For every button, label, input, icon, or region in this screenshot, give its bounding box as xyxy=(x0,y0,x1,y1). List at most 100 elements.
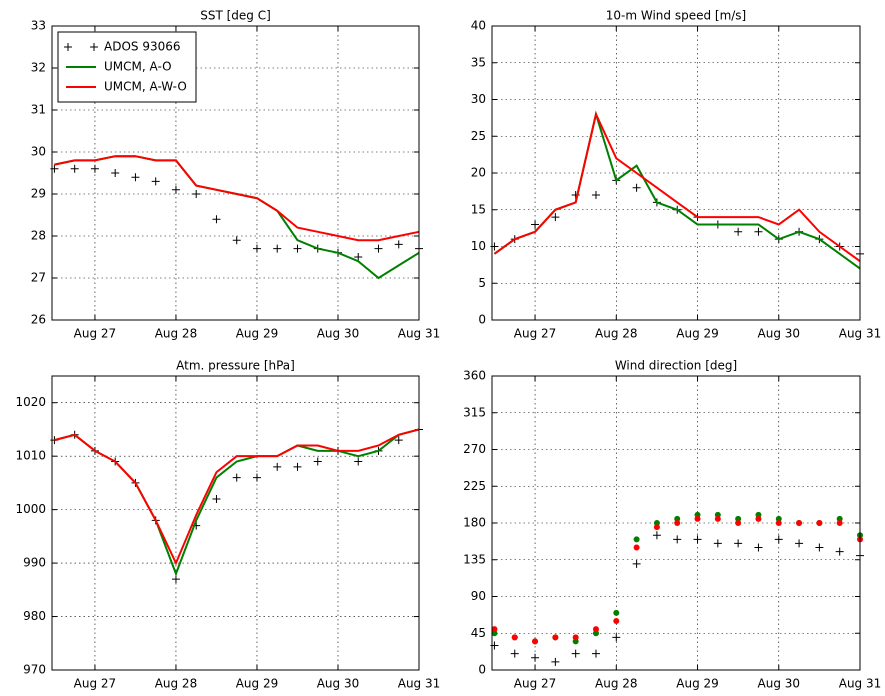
y-tick-label: 29 xyxy=(31,187,46,201)
y-tick-label: 970 xyxy=(23,663,46,677)
dot-marker xyxy=(714,515,721,522)
y-tick-label: 45 xyxy=(471,626,486,640)
dot-marker xyxy=(775,520,782,526)
plus-marker xyxy=(90,164,99,173)
y-tick-label: 1000 xyxy=(15,502,46,516)
x-tick-label: Aug 30 xyxy=(317,677,360,691)
dot-marker xyxy=(735,520,742,526)
plus-marker xyxy=(212,215,221,224)
plot-frame xyxy=(51,375,420,671)
y-tick-label: 360 xyxy=(463,369,486,383)
subplot-title: Wind direction [deg] xyxy=(615,359,737,373)
x-tick-label: Aug 29 xyxy=(236,677,279,691)
series-line xyxy=(54,428,420,566)
dot-marker xyxy=(694,515,701,522)
x-tick-label: Aug 29 xyxy=(676,327,719,341)
x-tick-label: Aug 30 xyxy=(758,677,801,691)
plus-marker xyxy=(591,191,600,200)
x-tick-label: Aug 31 xyxy=(839,677,882,691)
plus-marker xyxy=(693,535,702,544)
dot-marker xyxy=(572,634,579,641)
dot-marker xyxy=(836,520,843,526)
y-tick-label: 26 xyxy=(31,313,46,327)
plus-marker xyxy=(70,164,79,173)
plus-marker xyxy=(273,462,282,471)
legend-label: UMCM, A-W-O xyxy=(104,80,187,94)
dot-marker xyxy=(613,618,620,624)
plus-marker xyxy=(754,227,763,236)
plus-marker xyxy=(551,213,560,222)
y-tick-label: 90 xyxy=(471,589,486,603)
series-line xyxy=(54,155,420,242)
plus-marker xyxy=(510,649,519,658)
y-tick-label: 315 xyxy=(463,405,486,419)
y-tick-label: 25 xyxy=(471,129,486,143)
dot-marker xyxy=(552,634,559,641)
subplot: Atm. pressure [hPa] 970 980 990 1000 1010 1020… xyxy=(15,359,440,691)
plus-marker xyxy=(774,535,783,544)
plot-frame xyxy=(51,25,420,321)
plus-marker xyxy=(734,539,743,548)
dot-marker xyxy=(755,515,762,522)
plus-marker xyxy=(652,531,661,540)
plus-marker xyxy=(354,253,363,261)
y-tick-label: 10 xyxy=(471,239,486,253)
y-tick-label: 990 xyxy=(23,556,46,570)
y-tick-label: 5 xyxy=(478,276,486,290)
legend-label: ADOS 93066 xyxy=(104,40,181,54)
plus-marker xyxy=(111,169,120,177)
legend-swatch xyxy=(64,43,98,51)
y-tick-label: 0 xyxy=(478,313,486,327)
dot-marker xyxy=(633,544,640,551)
plus-marker xyxy=(151,177,160,186)
y-tick-label: 15 xyxy=(471,202,486,216)
plus-marker xyxy=(571,649,580,658)
y-tick-label: 270 xyxy=(463,442,486,456)
plus-marker xyxy=(394,240,403,249)
x-tick-label: Aug 27 xyxy=(74,677,117,691)
plus-marker xyxy=(374,244,383,253)
x-tick-label: Aug 29 xyxy=(676,677,719,691)
x-tick-label: Aug 30 xyxy=(317,327,360,341)
plus-marker xyxy=(232,236,241,245)
plus-marker xyxy=(531,653,540,662)
y-tick-label: 35 xyxy=(471,55,486,69)
y-tick-label: 0 xyxy=(478,663,486,677)
plus-marker xyxy=(131,173,140,182)
y-tick-label: 32 xyxy=(31,61,46,75)
legend-label: UMCM, A-O xyxy=(104,60,172,74)
legend: ADOS 93066 UMCM, A-O UMCM, A-W-O xyxy=(57,31,197,103)
x-tick-label: Aug 28 xyxy=(595,327,638,341)
plot-frame xyxy=(491,25,861,321)
y-tick-label: 1010 xyxy=(15,449,46,463)
plus-marker xyxy=(754,543,763,552)
plus-marker xyxy=(394,436,403,445)
dot-marker xyxy=(633,536,640,543)
dot-marker xyxy=(613,609,620,616)
x-tick-label: Aug 31 xyxy=(839,327,882,341)
plus-marker xyxy=(212,494,221,503)
plot-area xyxy=(52,376,419,670)
plus-marker xyxy=(734,227,743,236)
plus-marker xyxy=(531,220,540,229)
plus-marker xyxy=(313,457,322,466)
y-tick-label: 225 xyxy=(463,479,486,493)
plus-marker xyxy=(551,657,560,666)
dot-marker xyxy=(491,626,498,633)
plot-frame xyxy=(491,375,861,671)
plus-marker xyxy=(713,539,722,548)
x-tick-label: Aug 27 xyxy=(74,327,117,341)
plus-marker xyxy=(232,473,241,482)
plus-marker xyxy=(293,462,302,471)
plus-marker xyxy=(673,535,682,544)
y-tick-label: 20 xyxy=(471,166,486,180)
plus-marker xyxy=(795,539,804,548)
plus-marker xyxy=(632,183,641,192)
dot-marker xyxy=(653,524,660,531)
subplot: 10-m Wind speed [m/s] 0 5 10 15 20 25 30 35 40 Aug… xyxy=(471,9,882,341)
y-tick-label: 30 xyxy=(31,145,46,159)
x-tick-label: Aug 28 xyxy=(155,677,198,691)
series-line xyxy=(493,111,861,263)
subplot-title: Atm. pressure [hPa] xyxy=(176,359,295,373)
